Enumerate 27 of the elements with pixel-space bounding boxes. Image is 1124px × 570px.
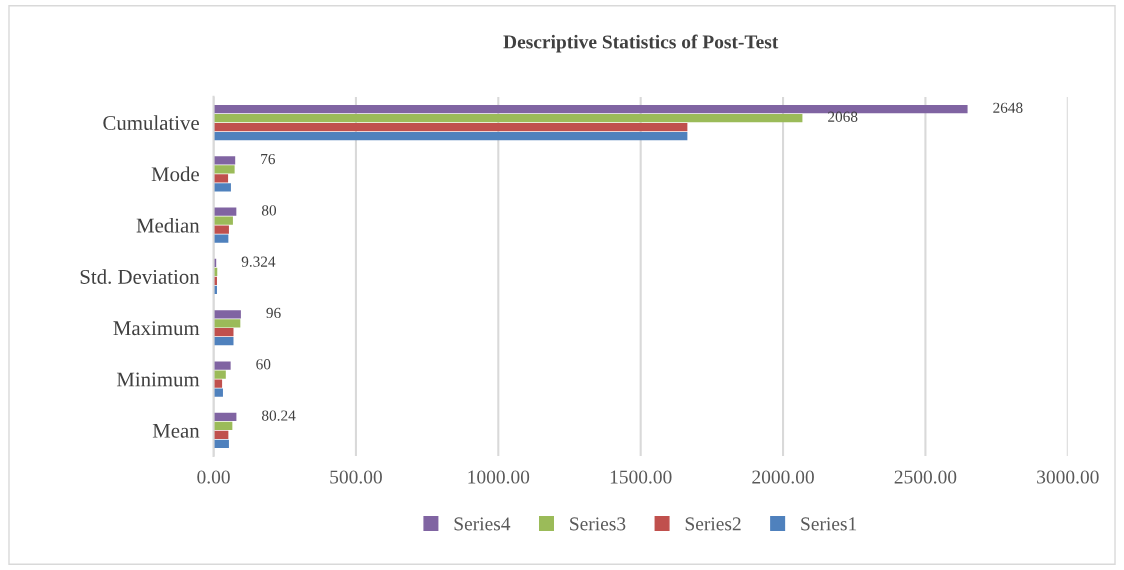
data-label: 76 <box>261 153 276 165</box>
data-label: 96 <box>266 307 281 319</box>
data-label: 80.24 <box>261 410 296 421</box>
y-tick-label: Mode <box>151 166 199 182</box>
x-tick-label: 2500.00 <box>894 470 957 484</box>
x-tick-label: 1000.00 <box>468 470 530 484</box>
x-tick-label: 3000.00 <box>1037 470 1099 484</box>
x-tick-label: 2000.00 <box>752 470 814 484</box>
legend-label: Series3 <box>570 517 626 531</box>
y-tick-label: Median <box>136 217 200 233</box>
legend-label: Series4 <box>454 517 511 531</box>
y-tick-label: Std. Deviation <box>80 269 200 284</box>
data-label: 9.324 <box>241 256 276 267</box>
chart-title: Descriptive Statistics of Post-Test <box>503 34 779 53</box>
data-label: 2648 <box>993 102 1023 113</box>
legend-label: Series2 <box>685 517 741 531</box>
x-tick-label: 1500.00 <box>610 470 672 484</box>
x-tick-label: 500.00 <box>330 470 382 484</box>
data-label: 80 <box>261 205 277 216</box>
y-tick-label: Minimum <box>116 372 200 387</box>
data-label: 2068 <box>828 111 858 122</box>
y-tick-label: Cumulative <box>103 115 199 130</box>
data-label: 60 <box>256 359 271 370</box>
y-tick-label: Mean <box>152 423 200 438</box>
x-tick-label: 0.00 <box>197 470 230 484</box>
legend-label: Series1 <box>801 517 857 531</box>
y-tick-label: Maximum <box>113 321 200 336</box>
